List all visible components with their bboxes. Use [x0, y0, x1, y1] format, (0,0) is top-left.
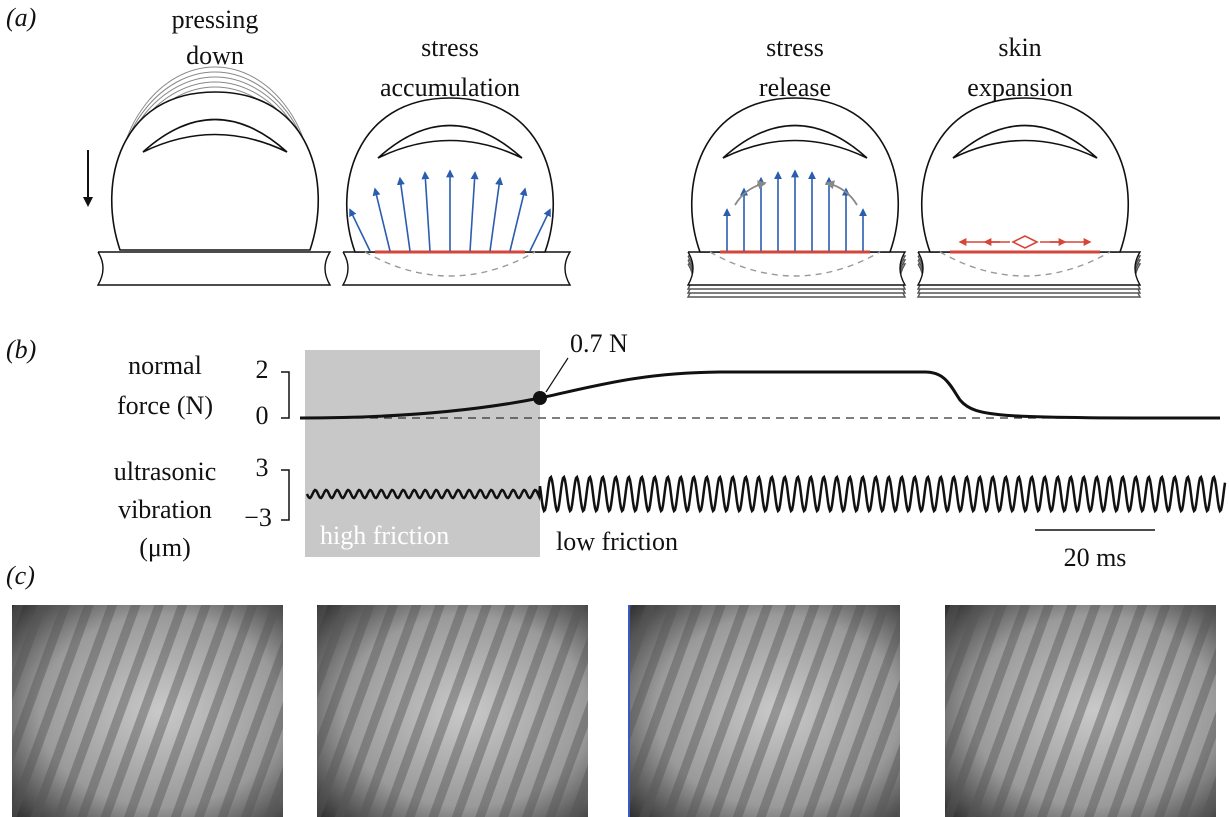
ridge-texture [12, 605, 283, 817]
tick-label: 2 [256, 355, 269, 384]
panel-label: (c) [6, 561, 35, 590]
axis-bracket [281, 470, 289, 520]
contact-images [12, 605, 1216, 817]
finger-outline [112, 92, 319, 250]
finger-outline [922, 98, 1129, 252]
surface [98, 252, 330, 285]
panel-label: (a) [6, 3, 36, 32]
axis-label: (μm) [139, 533, 190, 562]
annotation-leader [546, 358, 568, 392]
panel-label: (b) [6, 335, 36, 364]
tick-label: 3 [256, 453, 269, 482]
tick-label: −3 [244, 503, 272, 532]
annotation: 0.7 N [570, 329, 628, 358]
ridge-texture [945, 605, 1216, 817]
threshold-dot [533, 391, 547, 405]
axis-bracket [281, 372, 289, 418]
axis-label: normal [128, 351, 202, 380]
step-caption: skin [998, 33, 1041, 62]
figure: (a) (b) (c) pressing down stress accumul… [0, 0, 1229, 817]
ridge-texture [628, 605, 900, 817]
region-label: high friction [320, 521, 449, 550]
axis-label: vibration [118, 495, 212, 524]
tick-label: 0 [256, 401, 269, 430]
axis-label: ultrasonic [114, 457, 217, 486]
step-caption: down [186, 41, 244, 70]
step-caption: stress [421, 33, 479, 62]
axis-label: force (N) [117, 391, 213, 420]
scale-bar-label: 20 ms [1064, 543, 1127, 572]
surface [918, 252, 1140, 285]
step-caption: pressing [172, 5, 259, 34]
region-label: low friction [556, 527, 678, 556]
ridge-texture [317, 605, 588, 817]
surface [343, 252, 570, 285]
step-caption: stress [766, 33, 824, 62]
